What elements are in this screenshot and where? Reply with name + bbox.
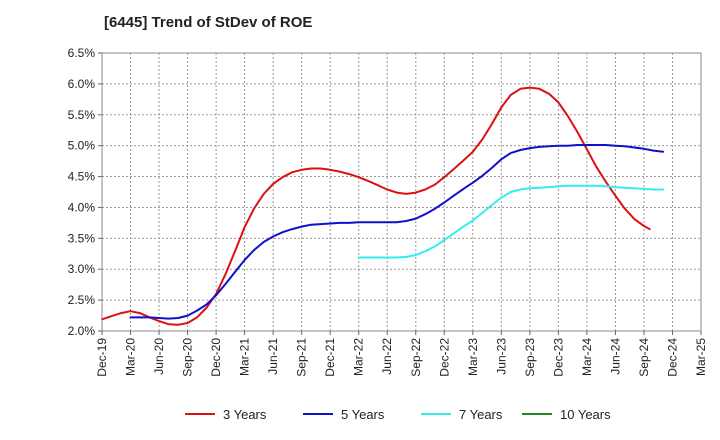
x-tick-label: Sep-22 [409,338,423,377]
y-tick-label: 3.5% [68,231,96,245]
series-lines [101,86,665,326]
x-tick-label: Dec-19 [95,338,109,377]
x-tick-label: Jun-22 [380,338,394,375]
x-tick-label: Jun-21 [266,338,280,375]
x-tick-label: Mar-23 [466,338,480,376]
y-tick-label: 2.5% [68,293,96,307]
y-tick-label: 2.0% [68,324,96,338]
x-tick-label: Mar-25 [694,338,708,376]
x-tick-label: Dec-20 [209,338,223,377]
x-tick-label: Jun-24 [608,338,622,375]
x-tick-label: Dec-22 [437,338,451,377]
x-tick-label: Dec-21 [323,338,337,377]
series-line-7-years [357,184,665,259]
x-tick-label: Sep-24 [637,338,651,377]
y-tick-label: 5.5% [68,108,96,122]
legend-label-10-years: 10 Years [560,407,611,422]
y-axis: 2.0% 2.5% 3.0% 3.5% 4.0% 4.5% 5.0% 5.5% 6.0% 6.5% [68,46,102,338]
x-tick-label: Dec-24 [665,338,679,377]
legend-label-5-years: 5 Years [341,407,385,422]
plot-background [102,53,701,331]
plot-frame [101,52,702,332]
y-tick-label: 5.0% [68,139,96,153]
x-axis: Dec-19 Mar-20 Jun-20 Sep-20 Dec-20 Mar-21 Jun-… [95,331,708,377]
series-line-3-years [101,86,651,326]
y-tick-label: 3.0% [68,262,96,276]
x-tick-label: Sep-20 [181,338,195,377]
x-tick-label: Jun-23 [494,338,508,375]
y-tick-label: 4.5% [68,170,96,184]
x-tick-label: Mar-20 [124,338,138,376]
x-tick-label: Sep-21 [295,338,309,377]
x-tick-label: Mar-24 [580,338,594,376]
x-tick-label: Jun-20 [152,338,166,375]
series-line-5-years [129,144,665,320]
x-tick-label: Dec-23 [551,338,565,377]
y-tick-label: 4.0% [68,200,96,214]
x-tick-label: Sep-23 [523,338,537,377]
x-tick-label: Mar-21 [238,338,252,376]
chart-title: [6445] Trend of StDev of ROE [104,14,313,31]
y-tick-label: 6.0% [68,77,96,91]
legend: 3 Years 5 Years 7 Years 10 Years [185,407,611,422]
x-tick-label: Mar-22 [352,338,366,376]
legend-label-3-years: 3 Years [223,407,267,422]
legend-label-7-years: 7 Years [459,407,503,422]
y-tick-label: 6.5% [68,46,96,60]
